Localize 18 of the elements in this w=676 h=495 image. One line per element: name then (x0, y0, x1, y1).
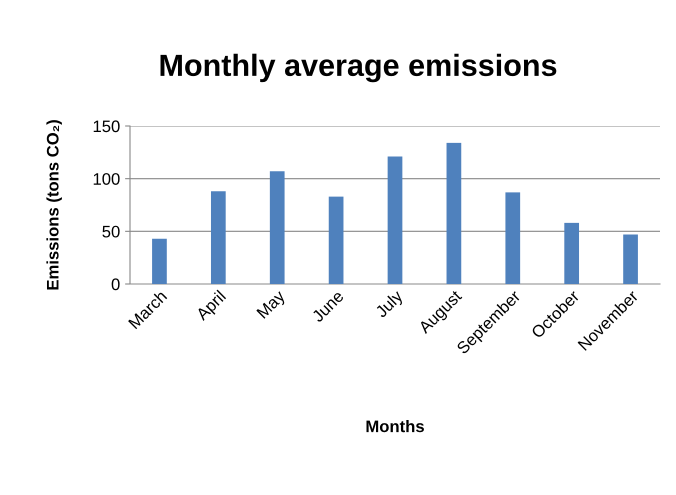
bar (328, 196, 344, 284)
bar (210, 191, 226, 284)
bar (564, 222, 580, 284)
bar (270, 171, 285, 284)
chart-title: Monthly average emissions (160, 54, 556, 82)
y-axis-title: Emissions (tons CO₂) (46, 120, 62, 290)
x-tick-label: July (374, 288, 406, 321)
y-tick-label: 100 (94, 173, 120, 185)
y-tick-label: 0 (112, 278, 120, 290)
bar (446, 142, 462, 284)
x-axis-title: Months (366, 420, 424, 432)
y-tick-label: 50 (102, 226, 120, 238)
x-tick-label: May (256, 289, 288, 322)
y-tick-label: 150 (94, 120, 120, 132)
bar (623, 234, 638, 284)
bar (152, 238, 167, 284)
bar (388, 156, 402, 284)
bar (505, 192, 520, 284)
